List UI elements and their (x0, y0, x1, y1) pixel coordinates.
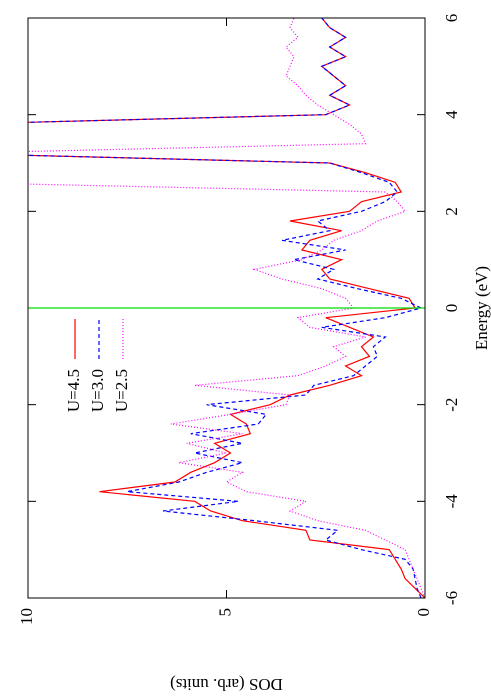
x-axis-label: Energy (eV) (472, 266, 491, 350)
x-tick-label: -4 (442, 494, 461, 509)
legend-label: U=4.5 (64, 369, 83, 412)
y-axis-label: DOS (arb. units) (170, 675, 283, 694)
x-tick-label: -6 (442, 591, 461, 605)
series-line (28, 18, 423, 598)
y-tick-label: 10 (17, 608, 36, 625)
y-tick-label: 0 (414, 608, 433, 617)
y-tick-label: 5 (215, 608, 234, 617)
x-tick-label: 2 (442, 207, 461, 216)
x-tick-label: 0 (442, 304, 461, 313)
x-tick-label: 4 (442, 110, 461, 119)
x-tick-label: 6 (442, 14, 461, 23)
x-tick-label: -2 (442, 398, 461, 412)
legend-label: U=2.5 (112, 369, 131, 412)
plot-frame (27, 17, 426, 599)
rotated-plot: -6 -4 -2 0 2 4 6 0 5 10 U=4.5 U=3.0 U=2.5 Energy (eV)… (17, 14, 491, 694)
legend-label: U=3.0 (88, 369, 107, 412)
